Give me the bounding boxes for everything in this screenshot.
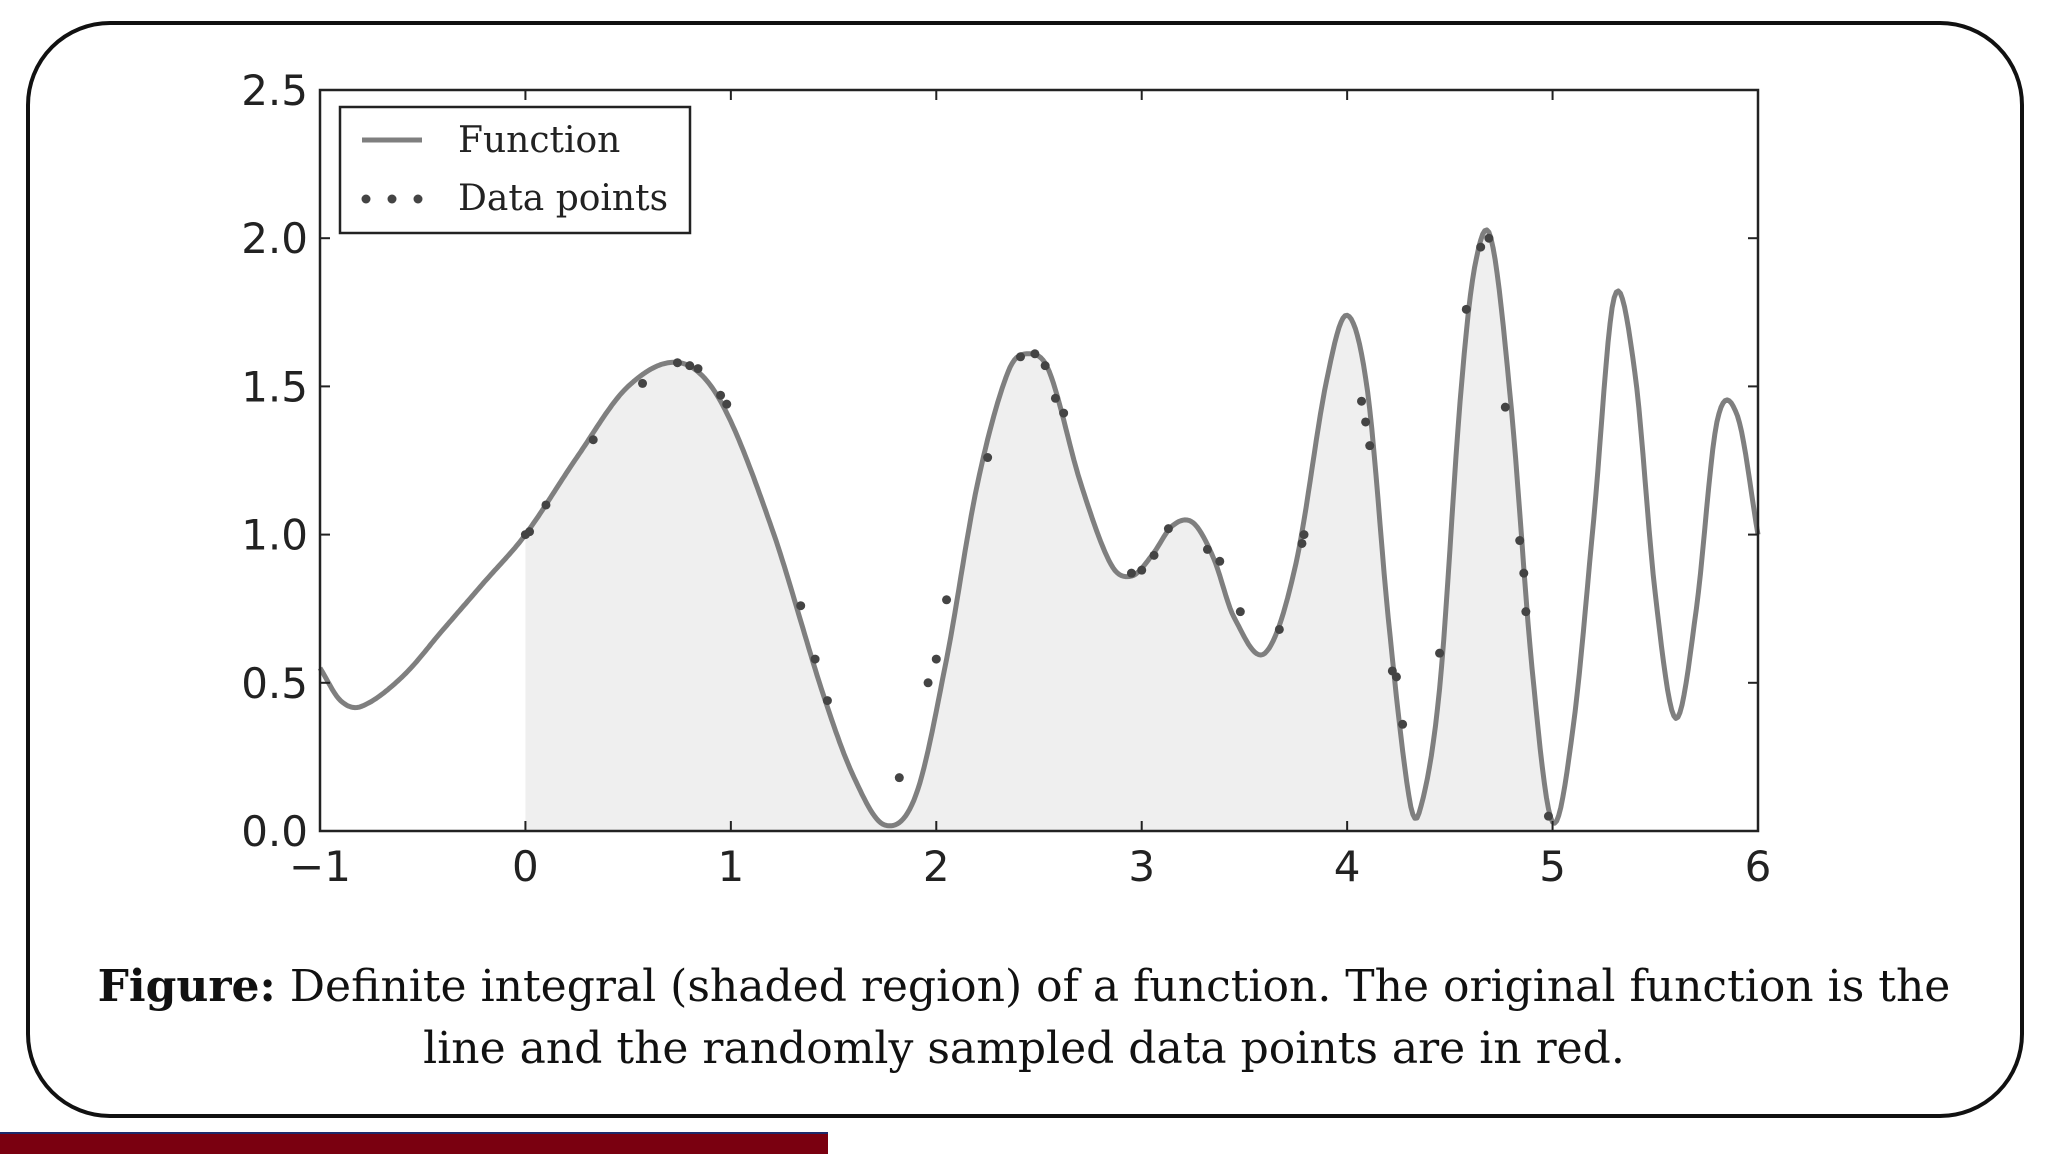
caption-text: Definite integral (shaded region) of a f… [275, 961, 1951, 1074]
x-tick-label: 6 [1745, 842, 1772, 891]
data-point [1519, 568, 1529, 578]
y-tick-label: 0.0 [241, 807, 308, 856]
data-point [1297, 538, 1307, 548]
data-point [1059, 408, 1069, 418]
data-point [810, 654, 820, 664]
data-point [1357, 396, 1367, 406]
x-tick-label: 4 [1334, 842, 1361, 891]
plot-border [318, 88, 1760, 833]
data-point [983, 453, 993, 463]
data-point [1137, 565, 1147, 575]
integral-shaded-region [525, 229, 1553, 831]
data-point [1235, 607, 1245, 617]
data-point [796, 601, 806, 611]
data-point [1016, 352, 1026, 362]
data-point [1515, 536, 1525, 546]
data-point [1126, 568, 1136, 578]
data-point [693, 364, 703, 374]
data-point [923, 678, 933, 688]
caption-label: Figure: [97, 961, 276, 1012]
data-point [1500, 402, 1510, 412]
data-point [1435, 648, 1445, 658]
data-point [1040, 361, 1050, 371]
data-point [1543, 811, 1553, 821]
x-tick-label: 0 [512, 842, 539, 891]
legend-box [338, 105, 692, 235]
x-tick-label: 1 [717, 842, 744, 891]
data-point [931, 654, 941, 664]
data-point [1050, 393, 1060, 403]
data-point [638, 378, 648, 388]
legend-point-swatch [413, 194, 423, 204]
data-point [1030, 349, 1040, 359]
x-tick-label: 3 [1128, 842, 1155, 891]
y-tick-label: 1.5 [241, 362, 308, 411]
data-point [722, 399, 732, 409]
legend-point-swatch [361, 194, 371, 204]
footer-accent-bar [0, 1132, 828, 1154]
y-tick-label: 2.5 [241, 66, 308, 115]
data-point [822, 696, 832, 706]
y-tick-label: 2.0 [241, 214, 308, 263]
data-point [1476, 242, 1486, 252]
legend-label-function: Function [458, 120, 620, 161]
x-tick-label: 5 [1539, 842, 1566, 891]
data-point [588, 435, 598, 445]
data-point [525, 527, 535, 537]
data-point [1484, 233, 1494, 243]
legend-point-swatch [387, 194, 397, 204]
y-tick-label: 1.0 [241, 511, 308, 560]
data-point [1461, 304, 1471, 314]
data-point [942, 595, 952, 605]
data-point [1365, 441, 1375, 451]
plot-area: −1 0 1 2 3 4 5 6 0.0 0.5 1.0 1.5 2.0 2.5 Function Data … [241, 66, 1771, 891]
data-point [1398, 719, 1408, 729]
data-point [716, 390, 726, 400]
data-point [672, 358, 682, 368]
x-tick-label: −1 [289, 842, 351, 891]
x-tick-label: 2 [923, 842, 950, 891]
function-line [317, 227, 1761, 829]
data-point [1361, 417, 1371, 427]
data-point [541, 500, 551, 510]
data-point [1163, 524, 1173, 534]
data-point [1215, 556, 1225, 566]
data-point [894, 773, 904, 783]
data-point [1391, 672, 1401, 682]
data-point [1202, 544, 1212, 554]
data-point [1149, 550, 1159, 560]
data-point [1274, 624, 1284, 634]
data-point [1299, 530, 1309, 540]
figure-caption: Figure: Definite integral (shaded region… [60, 956, 1988, 1080]
legend-label-data-points: Data points [458, 178, 668, 219]
data-point [1521, 607, 1531, 617]
y-tick-label: 0.5 [241, 659, 308, 708]
data-point [685, 361, 695, 371]
